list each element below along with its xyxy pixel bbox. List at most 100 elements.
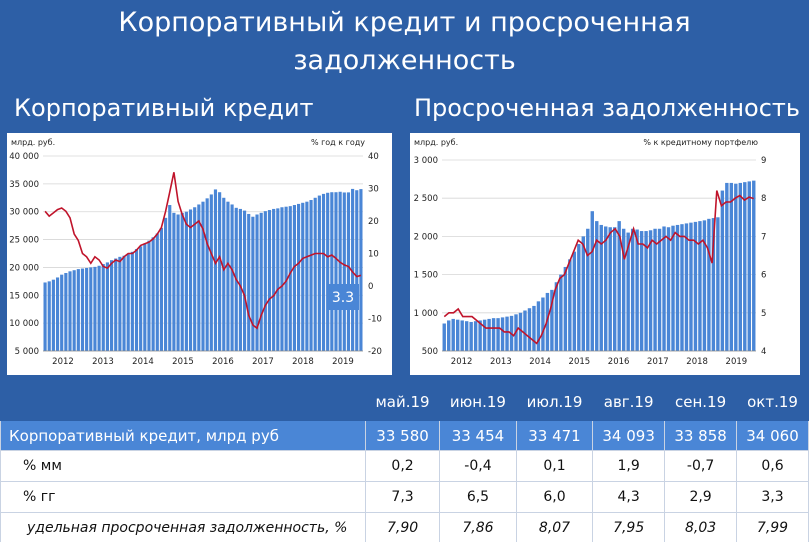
table-cell: 6,0 [515,481,594,513]
bar [51,279,55,351]
x-tick-label: 2012 [451,357,473,367]
bar [147,240,151,351]
bar [720,190,725,351]
overdue-debt-chart: 500 1 000 1 500 2 000 2 500 3 000 4 5 6 7 8 9 2012 20… [410,133,800,375]
bar [168,205,172,351]
bar [172,212,176,351]
bar [317,195,321,351]
bar [581,236,586,351]
y2-tick-label: 7 [761,232,766,242]
x-tick-label: 2014 [529,357,551,367]
y-tick-label: 500 [422,347,438,357]
right-axis-unit: % год к году [311,138,365,147]
summary-table: май.19 июн.19 июл.19 авг.19 сен.19 окт.1… [0,383,809,542]
bar [143,243,147,351]
bar [617,221,621,351]
bar [313,197,317,351]
bar [635,229,639,351]
bar [76,269,80,351]
row-label: % гг [0,481,366,513]
bar [321,193,326,351]
corporate-credit-chart: 5 000 10 000 15 000 20 000 25 000 30 000 35 00… [7,133,392,375]
bar [599,224,603,351]
bar [568,259,572,351]
y2-tick-label: 6 [761,271,766,281]
bar [657,228,662,351]
table-header-empty [0,383,366,421]
bar [563,266,568,351]
bar [301,202,305,351]
y2-tick-label: 30 [368,185,379,195]
bar [644,231,648,351]
bar [716,217,720,351]
bar [72,270,76,351]
line-series [44,172,362,330]
annotation-label: 3.3 [332,290,354,306]
table-cell: 6,5 [439,481,517,513]
bar [612,227,617,351]
bar [648,230,653,351]
row-label: % мм [0,450,366,482]
bar [743,182,747,351]
bar [193,207,197,351]
column-header: май.19 [364,383,441,421]
bar [164,217,168,351]
y-tick-label: 1 500 [414,271,438,281]
bar [473,321,478,351]
bar [460,320,464,351]
y2-tick-label: 0 [368,282,373,292]
bar [259,212,263,351]
column-header: окт.19 [736,383,809,421]
bar [176,214,180,351]
bar [60,274,64,351]
x-tick-label: 2013 [92,357,114,367]
bar [297,203,301,351]
bar [464,321,469,351]
bar [491,318,496,351]
y2-tick-label: 40 [368,152,379,162]
bar [205,198,209,351]
y-tick-label: 30 000 [9,208,39,218]
bar [255,214,259,351]
bar [218,192,222,351]
bar [482,319,487,351]
table-cell: 7,95 [592,512,666,542]
table-cell: 0,1 [515,450,594,482]
bar [752,180,756,351]
bar [80,268,85,351]
bar [305,201,309,351]
table-cell: 1,9 [592,450,666,482]
bar [554,282,559,351]
bar [707,218,711,351]
y2-tick-label: 5 [761,309,766,319]
table-cell: 7,86 [439,512,517,542]
y-tick-label: 1 000 [414,309,438,319]
corporate-credit-subtitle: Корпоративный кредит [14,94,314,122]
table-header-row: май.19 июн.19 июл.19 авг.19 сен.19 окт.1… [0,383,809,421]
x-tick-label: 2012 [52,357,74,367]
bar [469,321,473,351]
table-cell: 3,3 [736,481,809,513]
bar [242,210,247,351]
x-tick-label: 2015 [172,357,194,367]
bar [292,205,297,351]
y2-tick-label: 9 [761,156,766,166]
bar [725,182,729,351]
table-cell: 8,03 [664,512,738,542]
bar [359,189,363,351]
bar [518,312,523,351]
bar [590,211,594,351]
bar [447,320,451,351]
bar [527,308,532,351]
bar [159,227,164,351]
y2-tick-label: 8 [761,194,766,204]
bar [284,206,288,351]
bar [93,266,97,351]
bar [130,251,134,351]
line-series [443,190,754,345]
bar [572,251,577,351]
bar [693,221,698,351]
bar [532,305,536,351]
y2-tick-label: -20 [368,347,382,357]
row-label: Корпоративный кредит, млрд руб [0,420,366,451]
